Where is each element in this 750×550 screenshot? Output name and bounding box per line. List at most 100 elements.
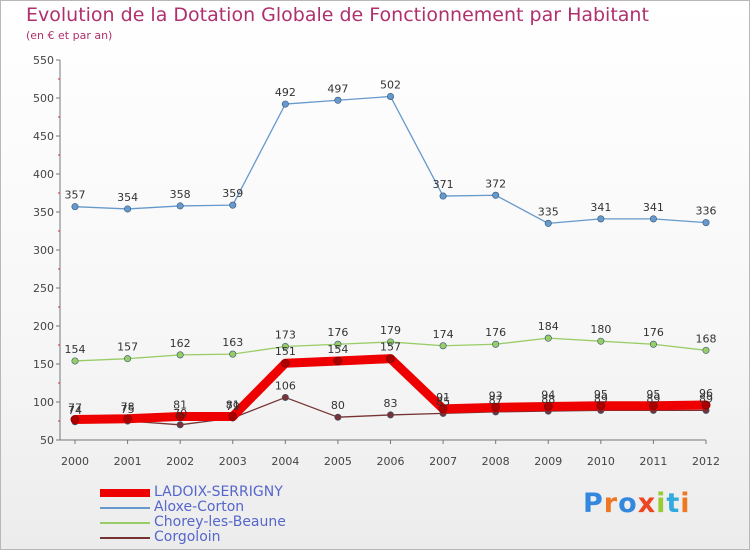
data-point <box>649 401 658 411</box>
y-tick-label: 500 <box>33 92 54 105</box>
y-tick-label: 150 <box>33 358 54 371</box>
data-label: 96 <box>699 387 713 400</box>
data-label: 180 <box>590 323 611 336</box>
data-point <box>701 400 711 410</box>
data-point <box>544 219 552 227</box>
data-label: 162 <box>170 337 191 350</box>
data-point <box>334 96 342 104</box>
x-tick-label: 2001 <box>114 455 142 468</box>
legend-swatch-chorey-les-beaune <box>100 522 150 524</box>
x-tick-label: 2002 <box>166 455 194 468</box>
data-point <box>386 411 394 419</box>
data-point <box>176 351 184 359</box>
x-tick-label: 2009 <box>534 455 562 468</box>
y-tick-label: 200 <box>33 320 54 333</box>
data-point <box>71 203 79 211</box>
data-point <box>281 343 289 351</box>
y-tick-label: 100 <box>33 396 54 409</box>
x-tick-label: 2012 <box>692 455 720 468</box>
x-tick-label: 2008 <box>482 455 510 468</box>
y-tick-label: 450 <box>33 130 54 143</box>
data-label: 176 <box>327 326 348 339</box>
x-tick-label: 2011 <box>639 455 667 468</box>
data-label: 93 <box>489 389 503 402</box>
data-label: 95 <box>646 388 660 401</box>
data-label: 372 <box>485 177 506 190</box>
y-tick-label: 400 <box>33 168 54 181</box>
data-point <box>596 401 606 411</box>
data-label: 154 <box>65 343 86 356</box>
proxiti-logo: Proxiti <box>583 488 691 519</box>
data-label: 87 <box>489 394 503 407</box>
data-label: 336 <box>696 205 717 218</box>
data-point <box>229 350 237 358</box>
data-point <box>702 219 710 227</box>
data-point <box>492 340 500 348</box>
legend-label-aloxe-corton: Aloxe-Corton <box>154 499 245 515</box>
data-label: 85 <box>436 395 450 408</box>
data-label: 75 <box>121 403 135 416</box>
data-point <box>229 201 237 209</box>
legend-swatch-ladoix-serrigny <box>100 489 150 497</box>
data-point <box>176 421 184 429</box>
data-point <box>123 414 132 424</box>
data-label: 341 <box>643 201 664 214</box>
y-tick-label: 300 <box>33 244 54 257</box>
data-label: 176 <box>643 326 664 339</box>
data-label: 163 <box>222 336 243 349</box>
x-tick-label: 2004 <box>271 455 299 468</box>
legend-item-aloxe-corton: Aloxe-Corton <box>100 499 400 515</box>
legend-label-ladoix-serrigny: LADOIX-SERRIGNY <box>154 484 283 500</box>
data-label: 154 <box>327 343 348 356</box>
logo-letter: x <box>637 488 657 519</box>
legend-label-corgoloin: Corgoloin <box>154 529 221 545</box>
data-point <box>386 338 394 346</box>
data-label: 502 <box>380 78 401 91</box>
legend-item-chorey-les-beaune: Chorey-les-Beaune <box>100 514 400 530</box>
x-tick-label: 2007 <box>429 455 457 468</box>
data-label: 497 <box>327 82 348 95</box>
data-label: 89 <box>594 392 608 405</box>
data-label: 80 <box>331 399 345 412</box>
data-point <box>124 205 132 213</box>
logo-letter: P <box>583 488 604 519</box>
data-point <box>438 404 448 414</box>
data-label: 78 <box>121 401 135 414</box>
data-point <box>439 192 447 200</box>
data-label: 179 <box>380 324 401 337</box>
y-tick-label: 250 <box>33 282 54 295</box>
data-label: 157 <box>380 341 401 354</box>
x-tick-label: 2003 <box>219 455 247 468</box>
y-tick-label: 50 <box>40 434 54 447</box>
logo-letter: t <box>666 488 681 519</box>
y-tick-label: 350 <box>33 206 54 219</box>
y-tick-label: 550 <box>33 54 54 67</box>
data-point <box>597 337 605 345</box>
data-point <box>71 357 79 365</box>
data-point <box>333 356 343 366</box>
data-label: 341 <box>590 201 611 214</box>
series-line-aloxe-corton <box>74 95 707 225</box>
data-point <box>543 402 553 411</box>
x-tick-label: 2000 <box>61 455 89 468</box>
data-label: 94 <box>541 389 555 402</box>
data-label: 88 <box>541 393 555 406</box>
data-point <box>597 215 605 223</box>
data-label: 335 <box>538 205 559 218</box>
legend-swatch-corgoloin <box>100 537 150 539</box>
data-label: 77 <box>68 401 82 414</box>
data-label: 359 <box>222 187 243 200</box>
logo-letter: i <box>656 488 667 519</box>
data-point <box>334 413 342 421</box>
data-label: 357 <box>65 189 86 202</box>
data-label: 91 <box>436 391 450 404</box>
logo-letter: r <box>603 488 619 519</box>
data-label: 89 <box>646 392 660 405</box>
data-point <box>702 346 710 354</box>
legend-label-chorey-les-beaune: Chorey-les-Beaune <box>154 514 286 530</box>
data-label: 81 <box>226 398 240 411</box>
data-point <box>544 334 552 342</box>
data-point <box>281 358 290 368</box>
